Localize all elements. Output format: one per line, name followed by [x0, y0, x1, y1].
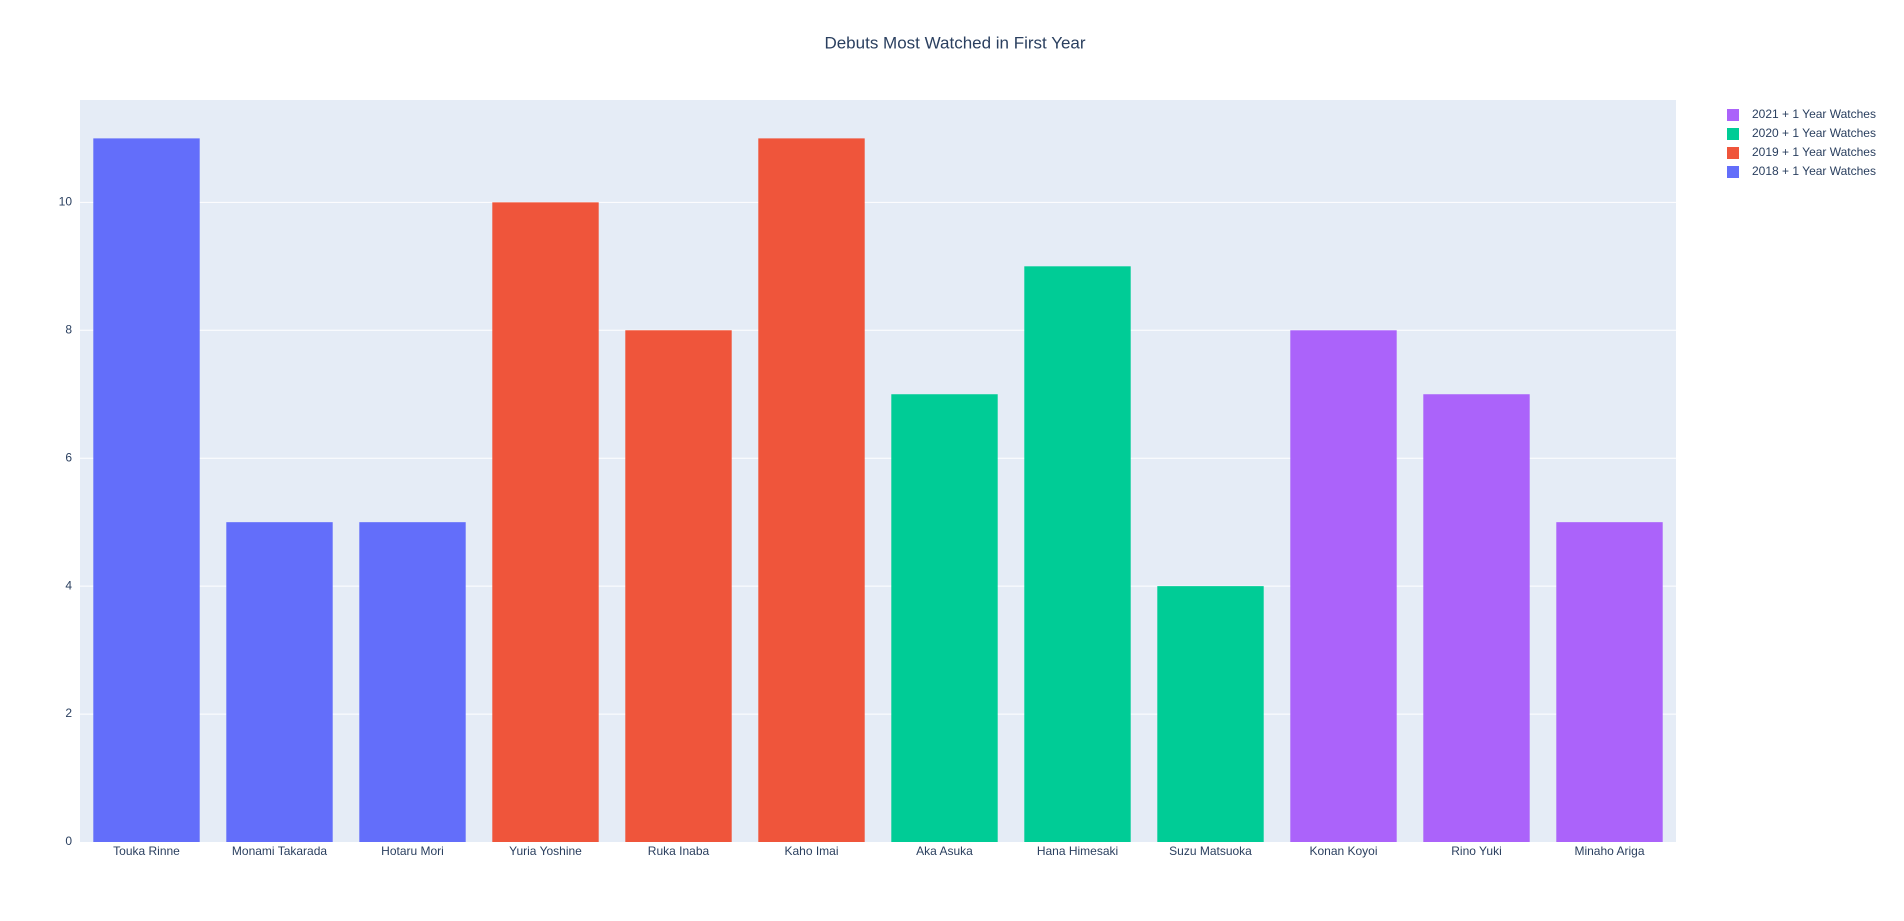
bar	[93, 138, 200, 843]
bar	[891, 394, 998, 842]
legend-swatch	[1727, 147, 1739, 159]
bar	[1157, 586, 1264, 842]
y-tick-label: 0	[65, 834, 72, 848]
x-tick-label: Minaho Ariga	[1574, 844, 1644, 858]
bar	[1556, 522, 1663, 842]
bar	[625, 330, 732, 842]
y-tick-label: 4	[65, 578, 72, 592]
legend-swatch	[1727, 166, 1739, 178]
x-tick-label: Konan Koyoi	[1309, 844, 1377, 858]
plot-background	[80, 100, 1676, 842]
x-tick-label: Monami Takarada	[232, 844, 327, 858]
bar	[1290, 330, 1397, 842]
legend-label: 2020 + 1 Year Watches	[1752, 126, 1876, 140]
y-tick-label: 6	[65, 450, 72, 464]
y-tick-label: 10	[59, 195, 73, 209]
legend-label: 2018 + 1 Year Watches	[1752, 164, 1876, 178]
x-tick-label: Rino Yuki	[1451, 844, 1501, 858]
chart-title: Debuts Most Watched in First Year	[824, 33, 1085, 52]
legend-swatch	[1727, 109, 1739, 121]
bar	[492, 202, 599, 842]
bar	[226, 522, 333, 842]
bar	[1024, 266, 1131, 843]
bar	[1423, 394, 1530, 842]
x-tick-label: Yuria Yoshine	[509, 844, 582, 858]
x-tick-label: Ruka Inaba	[648, 844, 710, 858]
x-tick-label: Suzu Matsuoka	[1169, 844, 1252, 858]
x-tick-label: Hotaru Mori	[381, 844, 444, 858]
bar	[758, 138, 865, 843]
legend-label: 2021 + 1 Year Watches	[1752, 107, 1876, 121]
x-tick-label: Touka Rinne	[113, 844, 180, 858]
x-tick-label: Kaho Imai	[784, 844, 838, 858]
legend-label: 2019 + 1 Year Watches	[1752, 145, 1876, 159]
legend-swatch	[1727, 128, 1739, 140]
y-tick-label: 8	[65, 322, 72, 336]
x-tick-label: Aka Asuka	[916, 844, 973, 858]
x-tick-label: Hana Himesaki	[1037, 844, 1118, 858]
bar	[359, 522, 466, 842]
y-tick-label: 2	[65, 706, 72, 720]
